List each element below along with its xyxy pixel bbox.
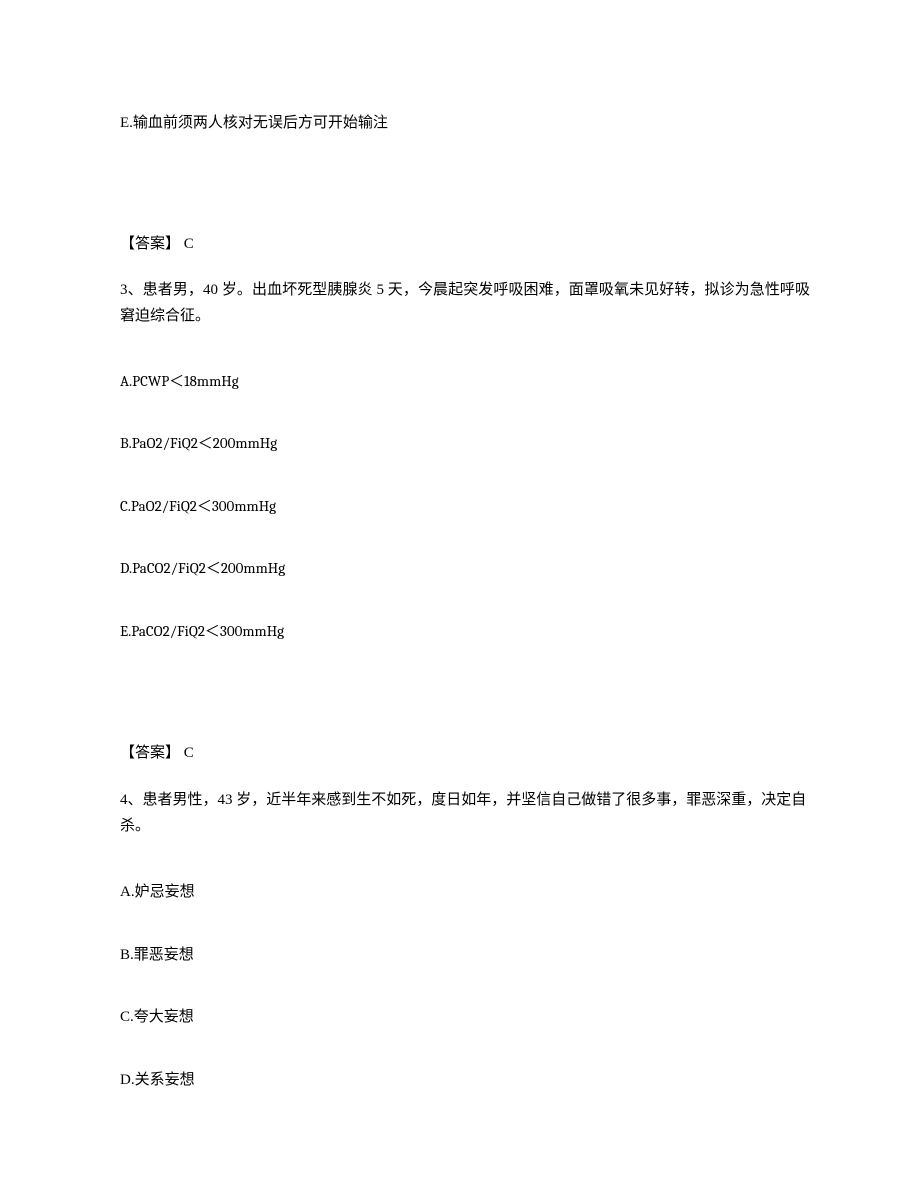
option-c-q3: C.PaO2/FiQ2＜300mmHg	[120, 495, 810, 518]
answer-q3: 【答案】 C	[120, 742, 810, 765]
option-e-q3: E.PaCO2/FiQ2＜300mmHg	[120, 620, 810, 643]
answer-q2: 【答案】 C	[120, 233, 810, 256]
option-d-q3: D.PaCO2/FiQ2＜200mmHg	[120, 557, 810, 580]
option-a-q3: A.PCWP＜18mmHg	[120, 370, 810, 393]
option-b-q4: B.罪恶妄想	[120, 944, 810, 967]
option-b-q3: B.PaO2/FiQ2＜200mmHg	[120, 432, 810, 455]
question-4-stem: 4、患者男性，43 岁，近半年来感到生不如死，度日如年，并坚信自己做错了很多事，…	[120, 787, 810, 840]
option-d-q4: D.关系妄想	[120, 1069, 810, 1092]
option-a-q4: A.妒忌妄想	[120, 881, 810, 904]
question-3-stem: 3、患者男，40 岁。出血坏死型胰腺炎 5 天，今晨起突发呼吸困难，面罩吸氧未见…	[120, 277, 810, 330]
option-e-q2: E.输血前须两人核对无误后方可开始输注	[120, 112, 810, 135]
document-content: E.输血前须两人核对无误后方可开始输注 【答案】 C 3、患者男，40 岁。出血…	[0, 0, 920, 1091]
option-c-q4: C.夸大妄想	[120, 1006, 810, 1029]
